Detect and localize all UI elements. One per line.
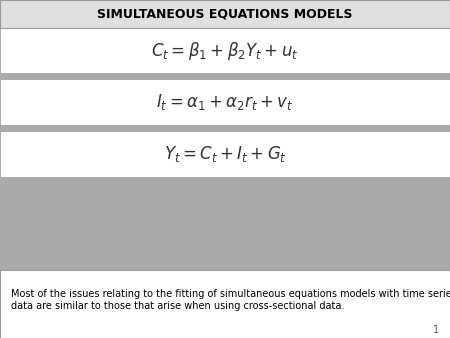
- Text: $Y_t = C_t + I_t + G_t$: $Y_t = C_t + I_t + G_t$: [163, 144, 287, 164]
- Text: Most of the issues relating to the fitting of simultaneous equations models with: Most of the issues relating to the fitti…: [11, 289, 450, 311]
- Text: $C_t = \beta_1 + \beta_2 Y_t + u_t$: $C_t = \beta_1 + \beta_2 Y_t + u_t$: [151, 40, 299, 62]
- FancyBboxPatch shape: [0, 28, 450, 73]
- FancyBboxPatch shape: [0, 0, 450, 28]
- FancyBboxPatch shape: [0, 131, 450, 177]
- Text: $I_t = \alpha_1 + \alpha_2 r_t + v_t$: $I_t = \alpha_1 + \alpha_2 r_t + v_t$: [156, 92, 294, 112]
- FancyBboxPatch shape: [0, 270, 450, 338]
- Text: SIMULTANEOUS EQUATIONS MODELS: SIMULTANEOUS EQUATIONS MODELS: [97, 7, 353, 20]
- FancyBboxPatch shape: [0, 125, 450, 131]
- FancyBboxPatch shape: [0, 73, 450, 79]
- Text: 1: 1: [432, 324, 439, 335]
- FancyBboxPatch shape: [0, 79, 450, 125]
